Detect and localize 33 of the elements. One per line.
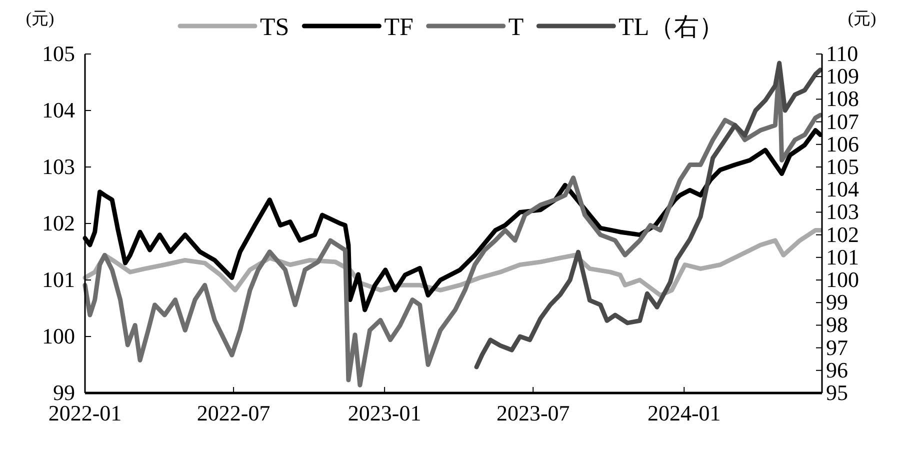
y2-tick-label: 99 (826, 290, 848, 315)
y2-tick-label: 100 (826, 267, 859, 292)
legend-label: TS (260, 14, 290, 41)
x-tick-label: 2022-07 (196, 400, 270, 426)
y-tick-label: 100 (42, 324, 75, 349)
y2-tick-label: 109 (826, 64, 859, 89)
y-tick-label: 103 (42, 154, 75, 180)
y2-tick-label: 98 (826, 312, 848, 338)
legend-label: TF (384, 14, 414, 41)
y-axis-title: (元) (26, 9, 54, 28)
y2-tick-label: 108 (826, 86, 859, 112)
y2-tick-label: 103 (826, 199, 859, 224)
y2-tick-label: 96 (826, 357, 848, 382)
x-tick-label: 2023-07 (496, 400, 570, 426)
legend-label: T (508, 14, 524, 41)
legend-label: TL（右） (618, 14, 724, 41)
y-tick-label: 105 (42, 41, 75, 66)
x-tick-label: 2024-01 (647, 400, 721, 426)
y2-tick-label: 97 (826, 334, 848, 360)
line-series (474, 60, 823, 370)
y2-tick-label: 102 (826, 222, 859, 247)
y2-tick-label: 106 (826, 131, 859, 156)
y2-tick-label: 105 (826, 154, 859, 180)
y-tick-label: 104 (42, 98, 75, 123)
y2-tick-label: 95 (826, 380, 848, 406)
y2-tick-label: 101 (826, 244, 859, 270)
y2-tick-label: 104 (826, 176, 859, 202)
y2-tick-label: 107 (826, 108, 859, 134)
y2-axis-title: (元) (848, 9, 876, 28)
y2-tick-label: 110 (826, 41, 858, 66)
x-tick-label: 2023-01 (348, 400, 422, 426)
y-tick-label: 101 (42, 267, 75, 292)
y-tick-label: 102 (42, 210, 75, 236)
